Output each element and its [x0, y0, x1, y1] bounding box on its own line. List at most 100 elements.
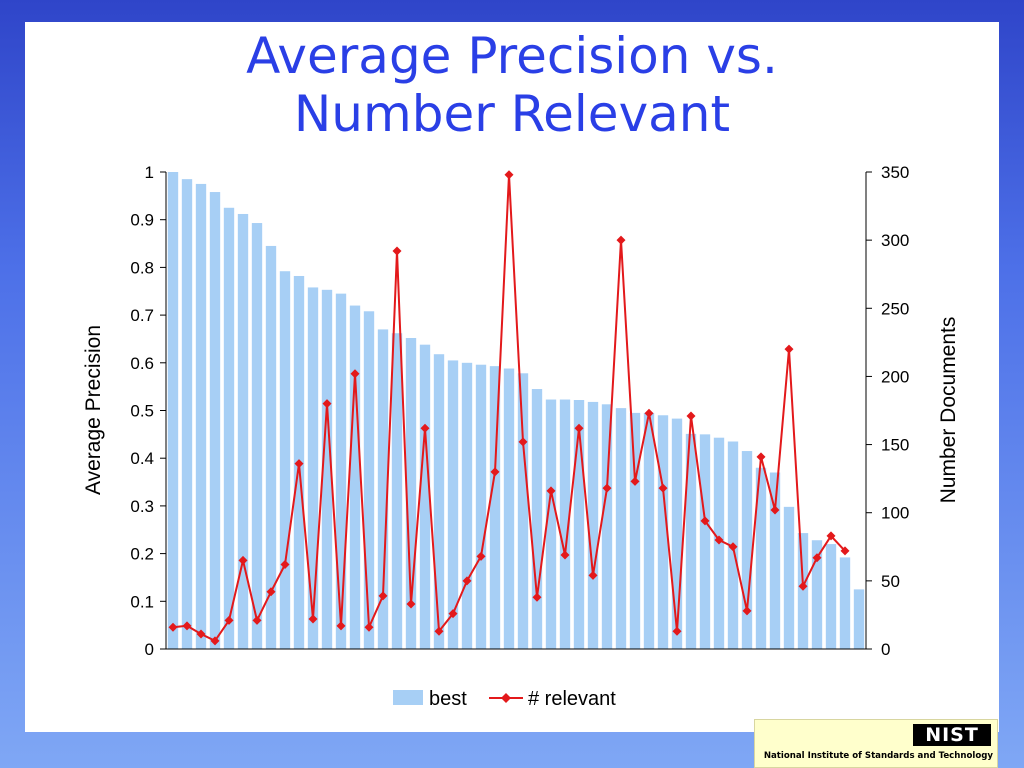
line-point	[812, 553, 822, 563]
line-point	[350, 369, 360, 379]
bar	[447, 360, 459, 649]
line-point	[364, 622, 374, 632]
line-point	[770, 505, 780, 515]
line-point	[448, 609, 458, 619]
y-tick-label-left: 0.2	[130, 545, 154, 564]
y-axis-title-right: Number Documents	[937, 317, 960, 504]
line-point	[294, 459, 304, 469]
title-line-1: Average Precision vs.	[246, 27, 778, 85]
line-point	[588, 570, 598, 580]
line-point	[602, 483, 612, 493]
bar	[251, 223, 263, 649]
line-point	[168, 622, 178, 632]
line-point	[252, 615, 262, 625]
line-point	[728, 542, 738, 552]
line-point	[840, 546, 850, 556]
bar	[391, 333, 403, 649]
bar	[503, 368, 515, 649]
line-point	[672, 626, 682, 636]
bar	[209, 192, 221, 649]
line-point	[658, 483, 668, 493]
y-tick-label-left: 0.8	[130, 258, 154, 277]
y-tick-label-left: 0.6	[130, 354, 154, 373]
y-tick-label-right: 50	[881, 572, 900, 591]
y-tick-label-right: 150	[881, 436, 909, 455]
line-point	[182, 621, 192, 631]
bar	[195, 183, 207, 650]
bar	[461, 362, 473, 649]
bar	[601, 404, 613, 649]
y-tick-label-right: 200	[881, 367, 909, 386]
bar	[741, 451, 753, 649]
y-tick-label-left: 0.7	[130, 306, 154, 325]
bar	[699, 434, 711, 649]
bar	[335, 293, 347, 649]
y-tick-label-right: 300	[881, 231, 909, 250]
legend-label-relevant: # relevant	[528, 688, 616, 710]
bar	[657, 415, 669, 649]
bar	[433, 354, 445, 649]
bar	[587, 401, 599, 649]
bar	[685, 433, 697, 649]
bar	[643, 412, 655, 649]
line-point	[238, 555, 248, 565]
bar	[531, 389, 543, 649]
line-point	[476, 551, 486, 561]
line-point	[686, 411, 696, 421]
y-tick-label-left: 0.5	[130, 402, 154, 421]
nist-logo-mark: NIST	[913, 724, 991, 746]
bar	[363, 311, 375, 649]
title-line-2: Number Relevant	[293, 85, 731, 143]
bar	[825, 544, 837, 649]
line-point	[546, 486, 556, 496]
line-point	[826, 531, 836, 541]
bar	[839, 557, 851, 649]
bar	[489, 366, 501, 649]
line-point	[490, 467, 500, 477]
bar	[419, 344, 431, 649]
line-point	[378, 591, 388, 601]
bar	[615, 408, 627, 649]
bar	[517, 373, 529, 649]
y-tick-label-left: 0.3	[130, 497, 154, 516]
bar	[671, 418, 683, 649]
legend-marker-relevant	[501, 693, 511, 703]
line-point	[700, 516, 710, 526]
bar	[349, 305, 361, 649]
nist-logo-text: National Institute of Standards and Tech…	[763, 751, 993, 761]
y-tick-label-right: 250	[881, 299, 909, 318]
y-tick-label-left: 0	[145, 640, 154, 659]
y-axis-title-left: Average Precision	[82, 325, 105, 495]
line-point	[742, 606, 752, 616]
bar	[279, 271, 291, 649]
line-point	[392, 246, 402, 256]
bar	[755, 467, 767, 649]
line-point	[224, 615, 234, 625]
bar	[545, 399, 557, 649]
y-tick-label-right: 100	[881, 504, 909, 523]
line-point	[798, 581, 808, 591]
line-point	[280, 560, 290, 570]
bar	[237, 213, 249, 649]
bar	[321, 289, 333, 649]
y-tick-label-left: 0.4	[130, 449, 154, 468]
bar	[629, 412, 641, 649]
legend-label-best: best	[429, 688, 467, 710]
bar	[559, 399, 571, 649]
bar	[377, 329, 389, 649]
y-tick-label-left: 1	[145, 163, 154, 182]
line-point	[504, 170, 514, 180]
line-point	[406, 599, 416, 609]
y-tick-label-right: 350	[881, 163, 909, 182]
bar	[167, 172, 179, 649]
line-point	[532, 592, 542, 602]
line-point	[336, 621, 346, 631]
line-point	[196, 629, 206, 639]
line-point	[616, 235, 626, 245]
line-point	[462, 576, 472, 586]
y-tick-label-left: 0.9	[130, 211, 154, 230]
bar	[797, 533, 809, 649]
nist-logo: NIST National Institute of Standards and…	[754, 719, 998, 768]
line-point	[630, 476, 640, 486]
